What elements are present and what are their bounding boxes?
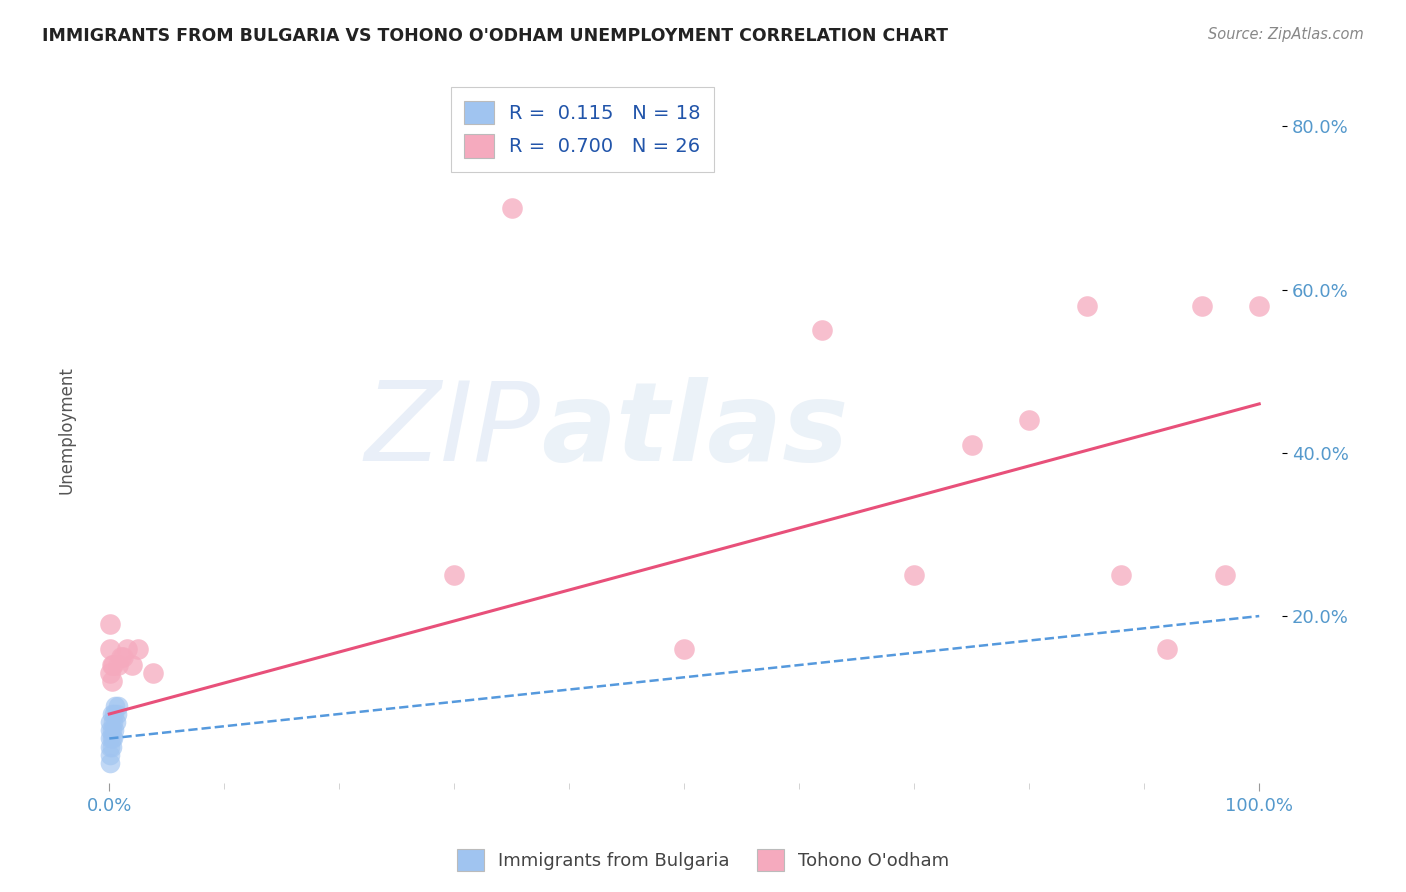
Point <box>104 698 127 713</box>
Point <box>103 723 125 738</box>
Point <box>100 723 122 738</box>
Text: ZIP: ZIP <box>366 377 541 483</box>
Point <box>100 739 122 754</box>
Point <box>107 658 129 673</box>
Point <box>100 731 122 746</box>
Point <box>101 715 124 730</box>
Point <box>100 747 122 762</box>
Point <box>100 617 122 632</box>
Point <box>673 641 696 656</box>
Point <box>1191 299 1213 313</box>
Legend: R =  0.115   N = 18, R =  0.700   N = 26: R = 0.115 N = 18, R = 0.700 N = 26 <box>451 87 714 171</box>
Point <box>100 731 122 746</box>
Point <box>100 658 122 673</box>
Point <box>1156 641 1178 656</box>
Point <box>101 658 124 673</box>
Point <box>100 706 122 721</box>
Point <box>105 715 128 730</box>
Point <box>115 641 138 656</box>
Point <box>103 706 125 721</box>
Point <box>105 706 128 721</box>
Point <box>100 641 122 656</box>
Text: atlas: atlas <box>541 377 848 483</box>
Text: Source: ZipAtlas.com: Source: ZipAtlas.com <box>1208 27 1364 42</box>
Point <box>100 723 122 738</box>
Point <box>100 674 122 689</box>
Point <box>100 715 122 730</box>
Point <box>501 201 523 215</box>
Point <box>100 666 122 681</box>
Point <box>1076 299 1098 313</box>
Point <box>107 698 129 713</box>
Point <box>960 438 983 452</box>
Point <box>142 666 165 681</box>
Point <box>443 568 465 582</box>
Point <box>101 731 124 746</box>
Point <box>1109 568 1132 582</box>
Point <box>121 658 143 673</box>
Point <box>1018 413 1040 427</box>
Point <box>1249 299 1271 313</box>
Point <box>811 323 834 337</box>
Y-axis label: Unemployment: Unemployment <box>58 367 75 494</box>
Legend: Immigrants from Bulgaria, Tohono O'odham: Immigrants from Bulgaria, Tohono O'odham <box>450 842 956 879</box>
Point <box>100 756 122 770</box>
Point <box>112 649 135 664</box>
Point <box>110 649 132 664</box>
Point <box>1213 568 1236 582</box>
Text: IMMIGRANTS FROM BULGARIA VS TOHONO O'ODHAM UNEMPLOYMENT CORRELATION CHART: IMMIGRANTS FROM BULGARIA VS TOHONO O'ODH… <box>42 27 948 45</box>
Point <box>127 641 149 656</box>
Point <box>903 568 925 582</box>
Point <box>100 739 122 754</box>
